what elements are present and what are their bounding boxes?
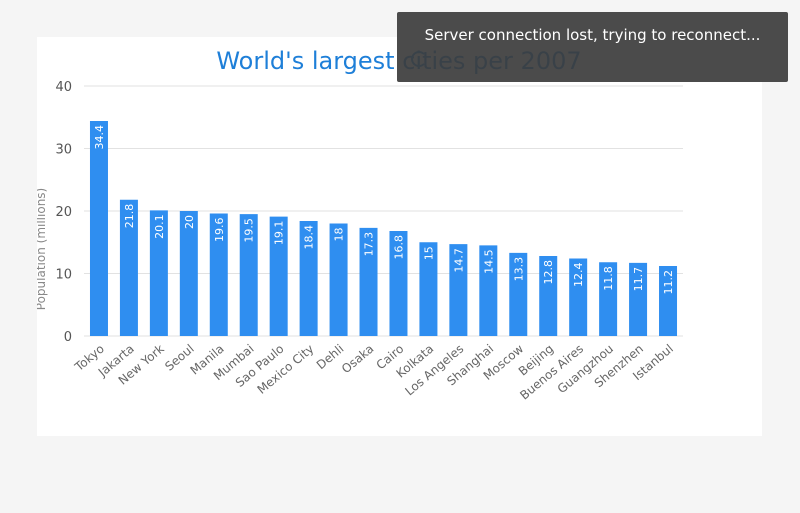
data-label: 14.5: [482, 249, 495, 274]
data-label: 13.3: [512, 257, 525, 282]
bar: [239, 214, 258, 336]
data-label: 16.8: [392, 235, 405, 260]
bar: [599, 262, 618, 336]
bar: [629, 262, 648, 336]
data-label: 12.8: [542, 260, 555, 285]
bar: [569, 258, 588, 336]
toast-message: Server connection lost, trying to reconn…: [424, 26, 761, 44]
y-tick-label: 30: [55, 143, 72, 158]
y-tick-label: 10: [55, 268, 72, 283]
bar: [299, 221, 318, 336]
bar: [179, 211, 198, 336]
bar: [269, 216, 288, 336]
y-tick-label: 40: [55, 80, 72, 95]
bar: [509, 252, 528, 336]
bar: [419, 242, 438, 336]
data-label: 19.6: [213, 218, 226, 243]
y-tick-label: 20: [55, 205, 72, 220]
bar: [119, 199, 138, 336]
data-label: 11.8: [602, 266, 615, 291]
data-label: 11.7: [632, 267, 645, 292]
data-label: 20.1: [153, 214, 166, 239]
data-label: 14.7: [452, 248, 465, 273]
bar: [89, 121, 108, 336]
data-label: 15: [422, 246, 435, 260]
data-label: 20: [183, 215, 196, 229]
bars: [89, 121, 678, 336]
y-ticks: 0 10 20 30 40: [55, 80, 72, 345]
bar: [659, 266, 678, 336]
bar: [539, 256, 558, 336]
data-label: 19.5: [243, 218, 256, 243]
bar: [359, 227, 378, 336]
x-tick-label: Osaka: [339, 342, 376, 377]
data-labels: 34.4 21.8 20.1 20 19.6 19.5 19.1 18.4 18 17.3 16.8…: [93, 125, 675, 295]
data-label: 18: [333, 228, 346, 242]
gridlines: [84, 85, 683, 337]
bar: [329, 223, 348, 336]
bar: [449, 244, 468, 336]
data-label: 17.3: [363, 232, 376, 257]
chart-card: 0 10 20 30 40 Tokyo Jakarta New York Seoul Manil…: [37, 37, 762, 436]
bar: [149, 210, 168, 336]
data-label: 19.1: [273, 221, 286, 246]
bar: [479, 245, 498, 336]
y-axis-label: Population (millions): [37, 188, 48, 310]
data-label: 11.2: [662, 270, 675, 295]
bar: [389, 231, 408, 336]
data-label: 12.4: [572, 263, 585, 288]
data-label: 18.4: [303, 225, 316, 250]
y-tick-label: 0: [64, 330, 72, 345]
data-label: 21.8: [123, 204, 136, 229]
connection-lost-toast: Server connection lost, trying to reconn…: [397, 12, 788, 82]
data-label: 34.4: [93, 125, 106, 150]
bar: [209, 213, 228, 336]
